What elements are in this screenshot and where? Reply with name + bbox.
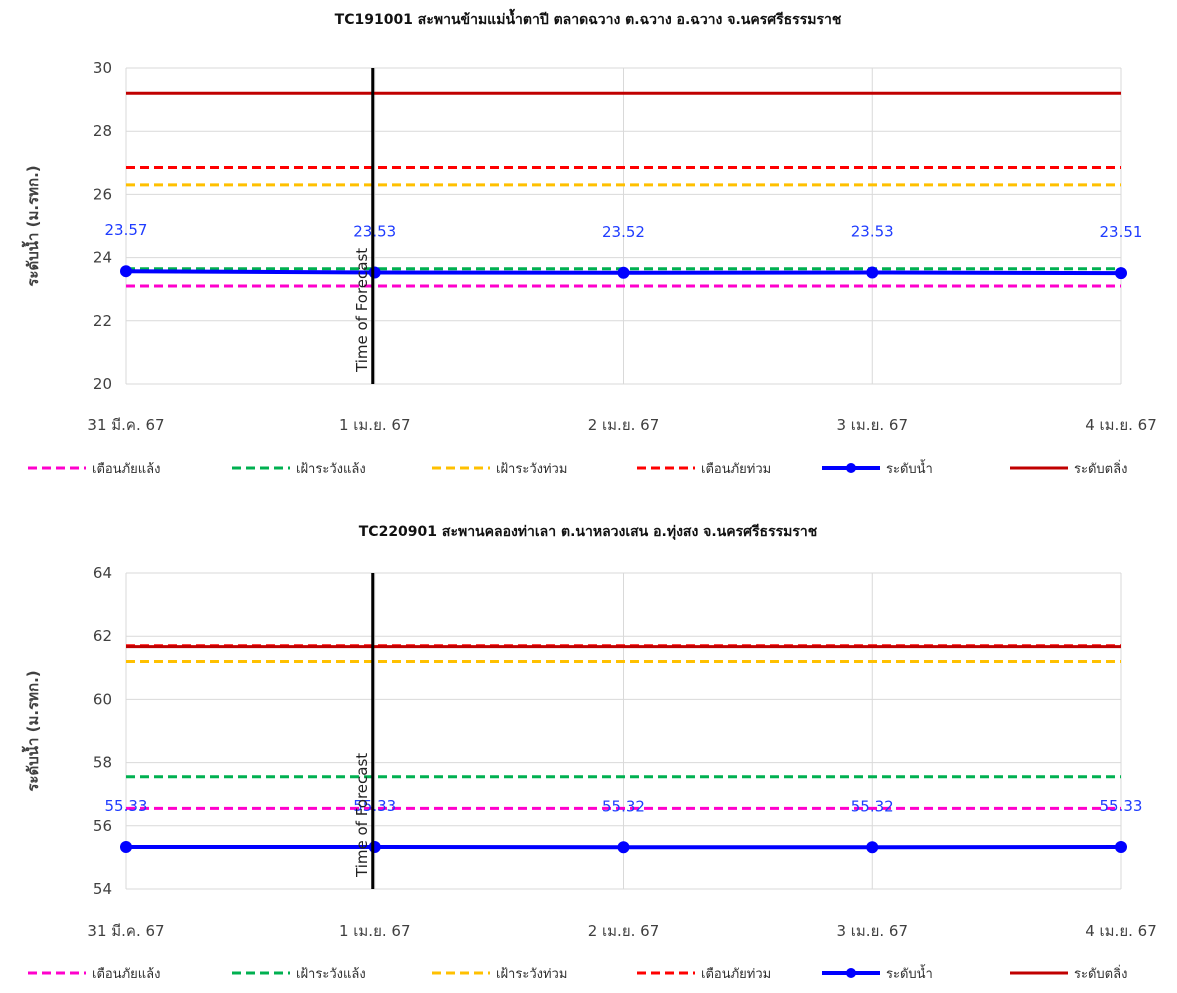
data-label: 55.32	[602, 797, 645, 815]
legend-marker	[846, 463, 856, 473]
legend-entry: ระดับตลิ่ง	[1074, 460, 1127, 477]
legend-entry: เฝ้าระวังท่วม	[496, 462, 567, 477]
y-tick-label: 28	[93, 122, 112, 140]
legend-marker	[846, 968, 856, 978]
chart-title: TC191001 สะพานข้ามแม่น้ำตาปี ตลาดฉวาง ต.…	[335, 8, 842, 28]
y-axis-label: ระดับน้ำ (ม.รทก.)	[21, 670, 42, 791]
legend-entry: เตือนภัยแล้ง	[92, 461, 160, 477]
water-level-point	[120, 841, 132, 853]
y-tick-label: 58	[93, 754, 112, 772]
chart-1: TC191001 สะพานข้ามแม่น้ำตาปี ตลาดฉวาง ต.…	[21, 8, 1157, 477]
water-level-point	[618, 267, 630, 279]
water-level-point	[1115, 841, 1127, 853]
y-tick-label: 24	[93, 249, 112, 267]
data-label: 23.57	[105, 221, 148, 239]
data-label: 55.33	[105, 797, 148, 815]
legend-entry: เฝ้าระวังท่วม	[496, 967, 567, 982]
x-tick-label: 4 เม.ย. 67	[1085, 922, 1157, 940]
data-label: 23.53	[353, 222, 396, 240]
y-axis-label: ระดับน้ำ (ม.รทก.)	[21, 165, 42, 286]
y-tick-label: 22	[93, 312, 112, 330]
y-tick-label: 62	[93, 627, 112, 645]
legend-entry: ระดับน้ำ	[886, 459, 933, 477]
water-level-point	[1115, 267, 1127, 279]
y-tick-label: 64	[93, 564, 112, 582]
water-level-point	[618, 841, 630, 853]
x-tick-label: 3 เม.ย. 67	[836, 922, 908, 940]
forecast-label: Time of Forecast	[353, 248, 371, 373]
x-tick-label: 2 เม.ย. 67	[588, 416, 660, 434]
data-label: 23.52	[602, 223, 645, 241]
legend-entry: ระดับน้ำ	[886, 964, 933, 982]
data-label: 23.53	[851, 222, 894, 240]
x-tick-label: 2 เม.ย. 67	[588, 922, 660, 940]
x-tick-label: 1 เม.ย. 67	[339, 416, 411, 434]
y-tick-label: 60	[93, 690, 112, 708]
chart-2: TC220901 สะพานคลองท่าเลา ต.นาหลวงเสน อ.ท…	[21, 524, 1157, 982]
y-tick-label: 54	[93, 880, 112, 898]
chart-title: TC220901 สะพานคลองท่าเลา ต.นาหลวงเสน อ.ท…	[359, 524, 818, 540]
data-label: 23.51	[1100, 223, 1143, 241]
x-tick-label: 31 มี.ค. 67	[87, 416, 164, 434]
data-label: 55.32	[851, 797, 894, 815]
legend-entry: เฝ้าระวังแล้ง	[296, 967, 366, 982]
x-tick-label: 31 มี.ค. 67	[87, 922, 164, 940]
legend-entry: เฝ้าระวังแล้ง	[296, 462, 366, 477]
legend-entry: ระดับตลิ่ง	[1074, 965, 1127, 982]
forecast-label: Time of Forecast	[353, 753, 371, 878]
y-tick-label: 26	[93, 185, 112, 203]
y-tick-label: 30	[93, 59, 112, 77]
data-label: 55.33	[1100, 797, 1143, 815]
y-tick-label: 56	[93, 817, 112, 835]
x-tick-label: 4 เม.ย. 67	[1085, 416, 1157, 434]
water-level-point	[866, 841, 878, 853]
legend-entry: เตือนภัยท่วม	[701, 461, 771, 477]
y-tick-label: 20	[93, 375, 112, 393]
water-level-point	[866, 266, 878, 278]
x-tick-label: 1 เม.ย. 67	[339, 922, 411, 940]
legend-entry: เตือนภัยท่วม	[701, 966, 771, 982]
x-tick-label: 3 เม.ย. 67	[836, 416, 908, 434]
water-level-point	[120, 265, 132, 277]
legend-entry: เตือนภัยแล้ง	[92, 966, 160, 982]
